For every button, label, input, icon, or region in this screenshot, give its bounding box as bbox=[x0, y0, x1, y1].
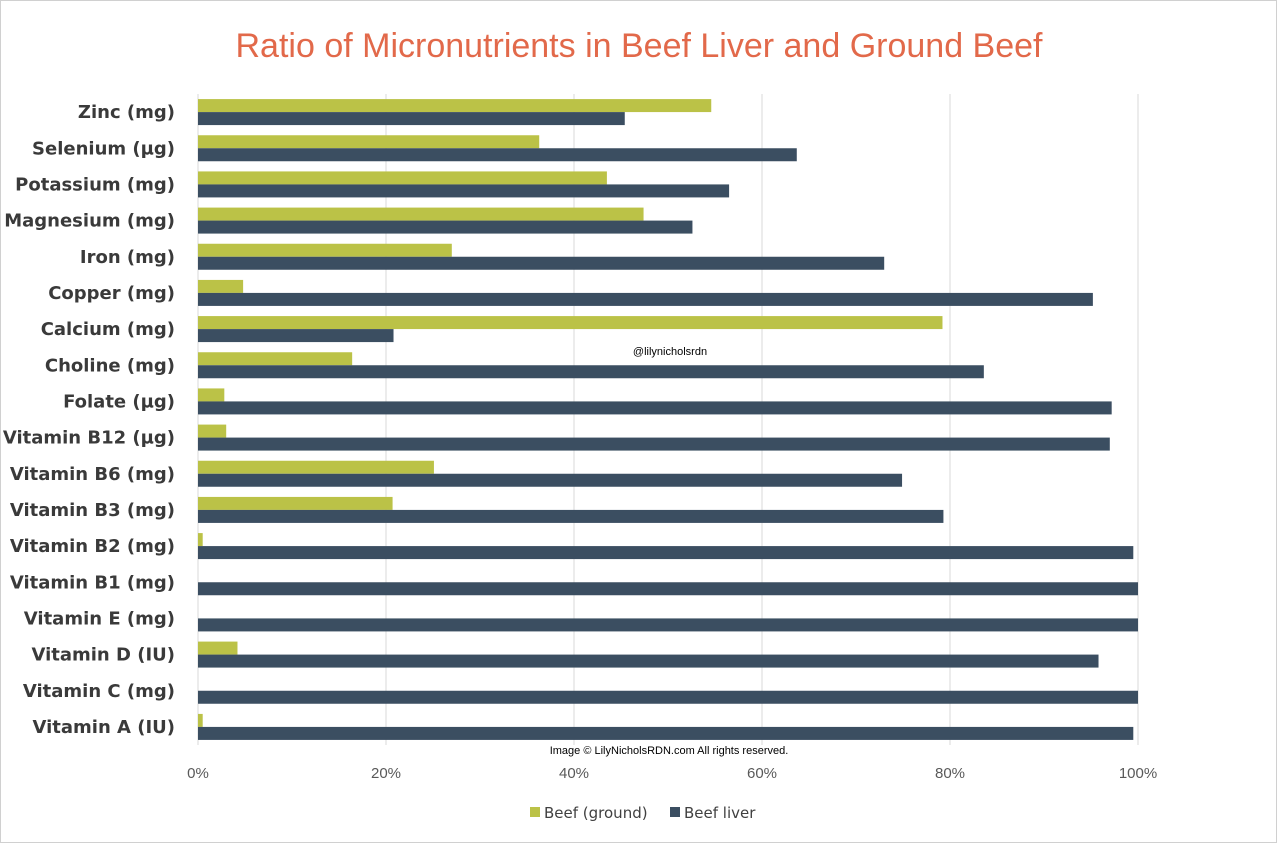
bar-beef-liver-7 bbox=[198, 365, 984, 379]
bar-ground-beef-11 bbox=[198, 496, 393, 510]
x-tick-label: 0% bbox=[187, 765, 209, 782]
bar-ground-beef-6 bbox=[198, 316, 943, 330]
x-tick-label: 100% bbox=[1119, 765, 1157, 782]
legend-ground-beef-swatch bbox=[530, 807, 540, 817]
category-label: Choline (mg) bbox=[45, 355, 175, 376]
x-tick-label: 80% bbox=[935, 765, 965, 782]
x-tick-label: 20% bbox=[371, 765, 401, 782]
bar-beef-liver-14 bbox=[198, 618, 1138, 632]
bar-beef-liver-2 bbox=[198, 184, 730, 198]
bar-beef-liver-10 bbox=[198, 473, 903, 487]
category-label: Selenium (µg) bbox=[32, 138, 175, 159]
watermark-annotation: @lilynicholsrdn bbox=[633, 346, 707, 358]
x-axis-ticks: 0% 20% 40% 60% 80% 100% bbox=[187, 765, 1157, 782]
bar-ground-beef-9 bbox=[198, 424, 227, 438]
bar-beef-liver-9 bbox=[198, 437, 1110, 451]
bars bbox=[198, 99, 1138, 740]
bar-beef-liver-11 bbox=[198, 509, 944, 523]
bar-beef-liver-8 bbox=[198, 401, 1112, 415]
category-label: Vitamin A (IU) bbox=[32, 717, 175, 738]
bar-beef-liver-17 bbox=[198, 726, 1134, 740]
bar-beef-liver-6 bbox=[198, 329, 394, 343]
bar-ground-beef-12 bbox=[198, 533, 203, 547]
bar-ground-beef-10 bbox=[198, 460, 434, 474]
bar-ground-beef-8 bbox=[198, 388, 225, 402]
legend-ground-beef-label: Beef (ground) bbox=[544, 804, 648, 822]
category-label: Vitamin E (mg) bbox=[24, 608, 175, 629]
bar-beef-liver-0 bbox=[198, 112, 625, 126]
copyright-annotation: Image © LilyNicholsRDN.com All rights re… bbox=[550, 745, 789, 757]
bar-beef-liver-12 bbox=[198, 546, 1134, 560]
category-label: Zinc (mg) bbox=[78, 102, 175, 123]
bar-beef-liver-16 bbox=[198, 690, 1138, 704]
category-label: Potassium (mg) bbox=[15, 174, 175, 195]
bar-beef-liver-15 bbox=[198, 654, 1099, 668]
bar-beef-liver-3 bbox=[198, 220, 693, 234]
bar-ground-beef-4 bbox=[198, 243, 452, 257]
x-tick-label: 40% bbox=[559, 765, 589, 782]
bar-beef-liver-5 bbox=[198, 292, 1093, 306]
category-label: Vitamin B3 (mg) bbox=[10, 500, 175, 521]
legend-beef-liver: Beef liver bbox=[670, 804, 756, 822]
bar-ground-beef-15 bbox=[198, 641, 238, 655]
bar-ground-beef-1 bbox=[198, 135, 540, 149]
category-label: Calcium (mg) bbox=[41, 319, 175, 340]
category-label: Vitamin B2 (mg) bbox=[10, 536, 175, 557]
category-label: Vitamin C (mg) bbox=[23, 681, 175, 702]
category-label: Magnesium (mg) bbox=[4, 211, 175, 232]
bar-ground-beef-7 bbox=[198, 352, 353, 366]
legend: Beef (ground) Beef liver bbox=[530, 804, 756, 822]
bar-ground-beef-17 bbox=[198, 713, 203, 727]
x-tick-label: 60% bbox=[747, 765, 777, 782]
bar-ground-beef-0 bbox=[198, 99, 712, 113]
category-label: Iron (mg) bbox=[80, 247, 175, 268]
bar-ground-beef-2 bbox=[198, 171, 607, 185]
category-label: Folate (µg) bbox=[63, 391, 175, 412]
category-label: Vitamin B1 (mg) bbox=[10, 572, 175, 593]
category-label: Vitamin B12 (µg) bbox=[3, 428, 175, 449]
bar-beef-liver-13 bbox=[198, 582, 1138, 596]
chart-title: Ratio of Micronutrients in Beef Liver an… bbox=[236, 27, 1044, 65]
bar-beef-liver-4 bbox=[198, 256, 885, 270]
category-label: Vitamin D (IU) bbox=[31, 645, 175, 666]
legend-ground-beef: Beef (ground) bbox=[530, 804, 648, 822]
bar-ground-beef-3 bbox=[198, 207, 644, 221]
category-label: Vitamin B6 (mg) bbox=[10, 464, 175, 485]
category-label: Copper (mg) bbox=[48, 283, 175, 304]
legend-beef-liver-swatch bbox=[670, 807, 680, 817]
category-labels: Zinc (mg) Selenium (µg) Potassium (mg) Magn… bbox=[3, 102, 175, 738]
legend-beef-liver-label: Beef liver bbox=[684, 804, 756, 822]
bar-beef-liver-1 bbox=[198, 148, 797, 162]
gridlines bbox=[197, 94, 1139, 745]
bar-ground-beef-5 bbox=[198, 279, 244, 293]
